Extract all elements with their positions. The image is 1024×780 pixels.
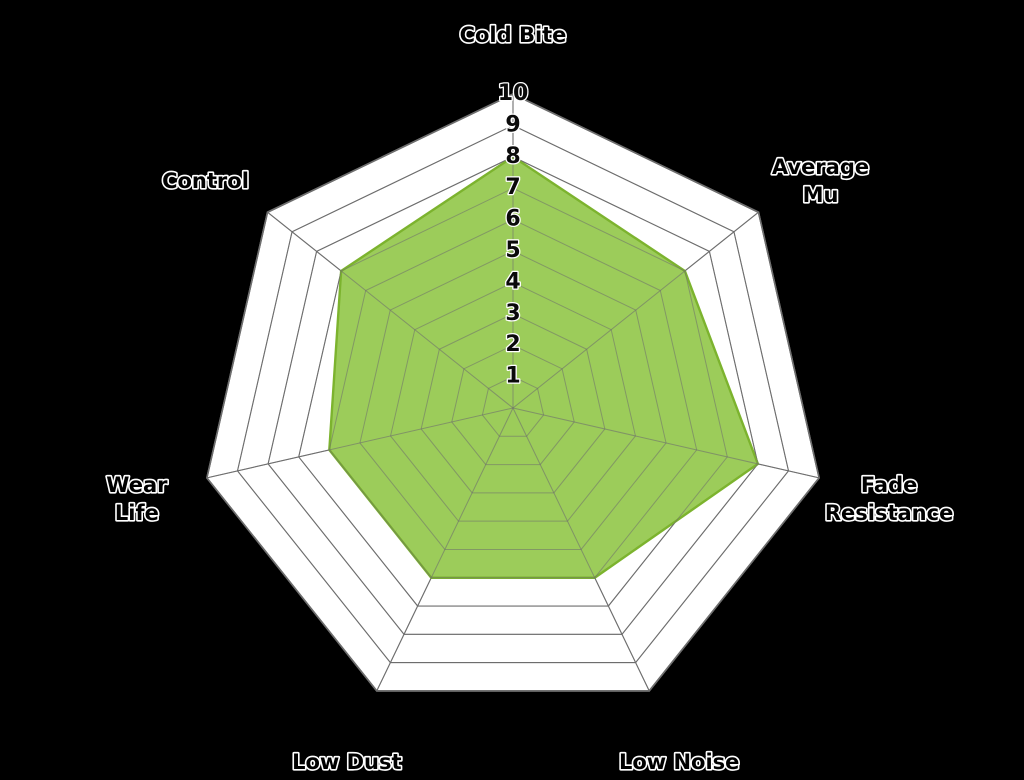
axis-label-low-dust: Low Dust <box>290 748 403 775</box>
grid-ring-overlay-2 <box>451 344 575 466</box>
tick-label-layer: 1 2 3 4 5 6 7 8 9 10 <box>496 80 529 390</box>
axis-spoke-overlay-3 <box>512 407 650 692</box>
axis-spoke-overlay-5 <box>206 407 514 479</box>
radial-tick-label-2: 2 <box>505 332 520 357</box>
radial-tick-label-3: 3 <box>505 301 520 326</box>
axis-label-average-mu: Average Mu <box>770 154 870 209</box>
radial-tick-label-6: 6 <box>505 207 520 232</box>
axis-label-low-noise: Low Noise <box>617 748 741 775</box>
axis-label-line: Fade <box>861 473 918 497</box>
radial-tick-label-5: 5 <box>505 238 520 263</box>
axis-label-fade-resistance: Fade Resistance <box>823 471 955 526</box>
axis-spoke-overlay-layer <box>206 93 820 692</box>
grid-ring-overlay-6 <box>328 219 698 579</box>
axis-label-line: Wear <box>106 473 168 497</box>
radial-tick-label-7: 7 <box>505 175 520 200</box>
axis-spoke-overlay-4 <box>376 407 514 692</box>
axis-label-line: Control <box>162 169 249 193</box>
grid-ring-overlay-4 <box>390 281 636 522</box>
axis-label-line: Average <box>772 155 869 179</box>
grid-ring-overlay-1 <box>481 376 545 437</box>
grid-ring-overlay-7 <box>298 187 728 607</box>
radial-tick-label-9: 9 <box>505 112 520 137</box>
radial-tick-label-8: 8 <box>505 144 520 169</box>
axis-label-cold-bite: Cold Bite <box>458 21 568 48</box>
axis-label-line: Cold Bite <box>460 23 567 47</box>
grid-ring-overlay-5 <box>359 250 667 550</box>
axis-spoke-overlay-2 <box>512 407 820 479</box>
radial-tick-label-1: 1 <box>505 364 520 389</box>
grid-ring-overlay-8 <box>267 156 759 635</box>
axis-label-line: Low Noise <box>619 750 739 774</box>
axis-label-line: Life <box>115 501 159 525</box>
axis-spoke-overlay-6 <box>267 211 514 409</box>
axis-label-control: Control <box>160 168 250 195</box>
axis-spoke-overlay-1 <box>512 211 759 409</box>
axis-label-line: Resistance <box>825 501 953 525</box>
axis-label-layer: Cold Bite Average Mu Fade Resistance Low Nois… <box>105 21 955 775</box>
radial-tick-label-4: 4 <box>505 269 520 294</box>
axis-label-line: Mu <box>803 183 839 207</box>
axis-label-line: Low Dust <box>292 750 401 774</box>
axis-label-wear-life: Wear Life <box>105 471 170 526</box>
grid-ring-overlay-9 <box>236 124 790 664</box>
grid-ring-overlay-3 <box>420 313 606 494</box>
radial-tick-label-10: 10 <box>498 81 529 106</box>
grid-ring-overlay-10 <box>206 93 820 692</box>
